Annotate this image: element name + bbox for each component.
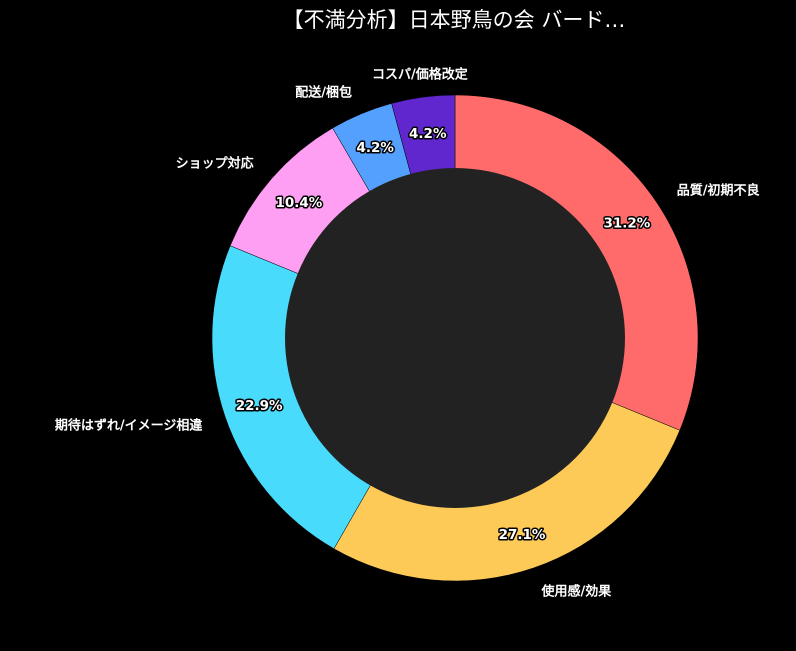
slice-value-label-4: 10.4% — [275, 195, 322, 211]
slice-category-label-6: コスパ/価格改定 — [372, 66, 468, 82]
slice-value-label-3: 22.9% — [236, 398, 283, 414]
donut-center — [285, 168, 625, 508]
slice-category-label-5: 配送/梱包 — [295, 85, 352, 101]
slice-category-label-4: ショップ対応 — [176, 156, 254, 172]
slice-value-label-1: 31.2% — [604, 216, 651, 232]
slice-value-label-2: 27.1% — [499, 527, 546, 543]
labels-group: 31.2% 品質/初期不良 27.1% 使用感/効果 22.9% 期待はずれ/イメージ相違… — [55, 66, 760, 599]
slice-category-label-3: 期待はずれ/イメージ相違 — [55, 417, 203, 433]
slice-value-label-5: 4.2% — [356, 140, 394, 156]
slice-value-label-6: 4.2% — [409, 126, 447, 142]
chart-title: 【不満分析】日本野鳥の会 バード… — [283, 8, 626, 32]
slice-category-label-1: 品質/初期不良 — [677, 182, 760, 198]
slice-category-label-2: 使用感/効果 — [540, 584, 611, 600]
